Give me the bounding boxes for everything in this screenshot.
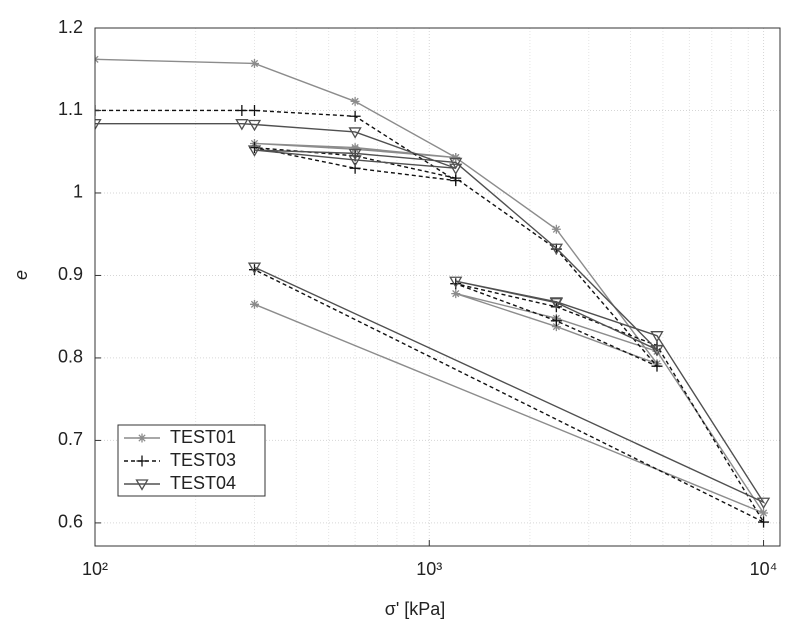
data-point xyxy=(759,508,769,518)
data-point xyxy=(349,110,361,122)
x-tick-label: 10³ xyxy=(416,559,442,579)
y-tick-label: 1.2 xyxy=(58,17,83,37)
y-axis-label: e xyxy=(11,270,31,280)
data-point xyxy=(247,145,262,157)
x-tick-label: 10⁴ xyxy=(750,559,778,579)
data-point xyxy=(451,153,461,162)
x-tick-label: 10² xyxy=(82,559,108,579)
data-point xyxy=(650,345,664,357)
data-point xyxy=(551,322,561,332)
ticks: 10² 10³ 10⁴ 0.6 0.7 0.8 0.9 1 1.1 1.2 xyxy=(58,17,777,579)
data-point xyxy=(451,289,461,299)
y-tick-label: 1 xyxy=(73,182,83,202)
legend: TEST01 TEST03 TEST04 xyxy=(117,424,266,497)
data-point xyxy=(449,163,463,176)
axes-frame xyxy=(94,27,781,547)
data-point xyxy=(247,262,262,275)
legend-marker xyxy=(136,455,148,467)
data-point xyxy=(551,224,561,234)
series-line xyxy=(95,58,766,515)
y-tick-label: 0.6 xyxy=(58,512,83,532)
data-point xyxy=(758,516,770,528)
data-point xyxy=(348,148,362,161)
data-point xyxy=(249,299,259,309)
y-tick-label: 1.1 xyxy=(58,99,83,119)
data-point xyxy=(651,360,663,372)
data-point xyxy=(449,157,463,170)
plot-area xyxy=(95,54,771,528)
data-point xyxy=(348,127,362,139)
data-point xyxy=(248,142,260,154)
legend-label: TEST03 xyxy=(170,450,236,470)
data-point xyxy=(650,331,664,343)
data-point xyxy=(652,346,662,356)
data-point xyxy=(248,104,260,116)
series-line xyxy=(95,122,766,504)
legend-label: TEST04 xyxy=(170,473,236,493)
data-point xyxy=(235,119,249,131)
y-tick-label: 0.9 xyxy=(58,264,83,284)
legend-marker xyxy=(135,479,149,491)
legend-marker xyxy=(137,433,147,443)
x-axis-label: σ' [kPa] xyxy=(385,599,446,619)
data-point xyxy=(350,96,360,106)
data-point xyxy=(550,315,562,327)
data-point xyxy=(350,143,360,153)
data-point xyxy=(549,297,563,309)
y-tick-label: 0.7 xyxy=(58,429,83,449)
data-point xyxy=(348,155,362,167)
data-point xyxy=(449,276,463,289)
data-point xyxy=(249,58,259,68)
y-tick-label: 0.8 xyxy=(58,347,83,367)
legend-label: TEST01 xyxy=(170,427,236,447)
data-point xyxy=(236,104,248,116)
data-point xyxy=(95,119,102,131)
data-point xyxy=(549,243,563,256)
data-point xyxy=(247,119,262,132)
data-point xyxy=(756,497,771,510)
